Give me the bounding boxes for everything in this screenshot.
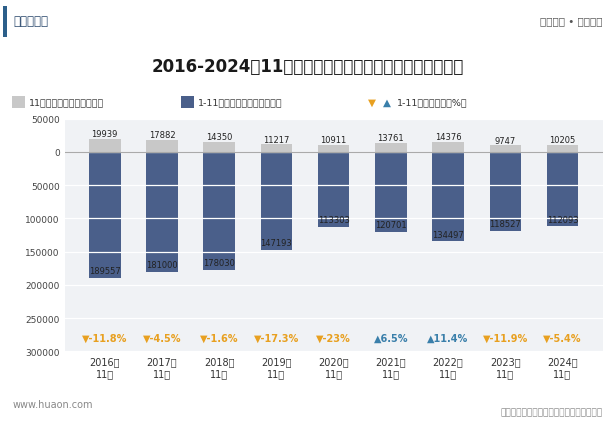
Text: 178030: 178030	[204, 258, 235, 267]
Bar	[261, 145, 292, 153]
Text: ▼: ▼	[368, 98, 376, 108]
Bar	[547, 146, 578, 153]
Text: 113303: 113303	[318, 216, 349, 225]
Text: www.huaon.com: www.huaon.com	[12, 399, 93, 409]
Text: 147193: 147193	[261, 239, 292, 248]
Text: 10911: 10911	[320, 135, 347, 144]
Bar	[261, 153, 292, 250]
Text: ▲11.4%: ▲11.4%	[427, 333, 469, 343]
Bar	[146, 141, 178, 153]
Text: ▲: ▲	[383, 98, 391, 108]
Text: 9747: 9747	[494, 136, 516, 145]
Bar	[375, 153, 407, 233]
Bar	[490, 153, 521, 231]
Bar	[432, 153, 464, 242]
Bar	[89, 139, 121, 153]
Text: 数据来源：中国海关、华经产业研究院整理: 数据来源：中国海关、华经产业研究院整理	[501, 407, 603, 416]
Bar	[490, 146, 521, 153]
Text: 13761: 13761	[378, 133, 404, 143]
Text: 134497: 134497	[432, 230, 464, 239]
Bar	[3, 7, 7, 38]
Text: ▲6.5%: ▲6.5%	[373, 333, 408, 343]
Text: 181000: 181000	[146, 260, 178, 269]
Text: 华经情报网: 华经情报网	[14, 15, 49, 28]
Bar	[181, 96, 194, 109]
Bar	[204, 153, 235, 271]
Text: 专业严谨 • 客观科学: 专业严谨 • 客观科学	[540, 17, 603, 26]
Bar	[547, 153, 578, 227]
Text: ▼-23%: ▼-23%	[316, 333, 351, 343]
Text: 118527: 118527	[490, 219, 521, 228]
Text: 11217: 11217	[263, 135, 290, 144]
Bar	[204, 143, 235, 153]
Bar	[146, 153, 178, 273]
Bar	[89, 153, 121, 278]
Bar	[432, 143, 464, 153]
Text: ▼-5.4%: ▼-5.4%	[543, 333, 582, 343]
Text: 1-11月同比增速（%）: 1-11月同比增速（%）	[397, 98, 467, 107]
Text: ▼-4.5%: ▼-4.5%	[143, 333, 181, 343]
Text: 10205: 10205	[549, 136, 576, 145]
Text: ▼-11.9%: ▼-11.9%	[483, 333, 528, 343]
Text: 189557: 189557	[89, 266, 121, 275]
Text: ▼-11.8%: ▼-11.8%	[82, 333, 127, 343]
Bar	[12, 96, 25, 109]
Text: 14350: 14350	[206, 133, 232, 142]
Text: 112093: 112093	[547, 215, 578, 224]
Text: 1-11月进出口总额（万美元）: 1-11月进出口总额（万美元）	[198, 98, 282, 107]
Text: 14376: 14376	[435, 133, 461, 142]
Text: 17882: 17882	[149, 131, 175, 140]
Text: ▼-17.3%: ▼-17.3%	[254, 333, 299, 343]
Bar	[375, 143, 407, 153]
Text: 120701: 120701	[375, 221, 407, 230]
Text: 11月进出口总额（万美元）: 11月进出口总额（万美元）	[29, 98, 105, 107]
Text: 2016-2024年11月汕头经济特区外商投资企业进出口总额: 2016-2024年11月汕头经济特区外商投资企业进出口总额	[151, 58, 464, 76]
Bar	[318, 145, 349, 153]
Text: ▼-1.6%: ▼-1.6%	[200, 333, 239, 343]
Bar	[318, 153, 349, 227]
Text: 19939: 19939	[92, 130, 118, 138]
